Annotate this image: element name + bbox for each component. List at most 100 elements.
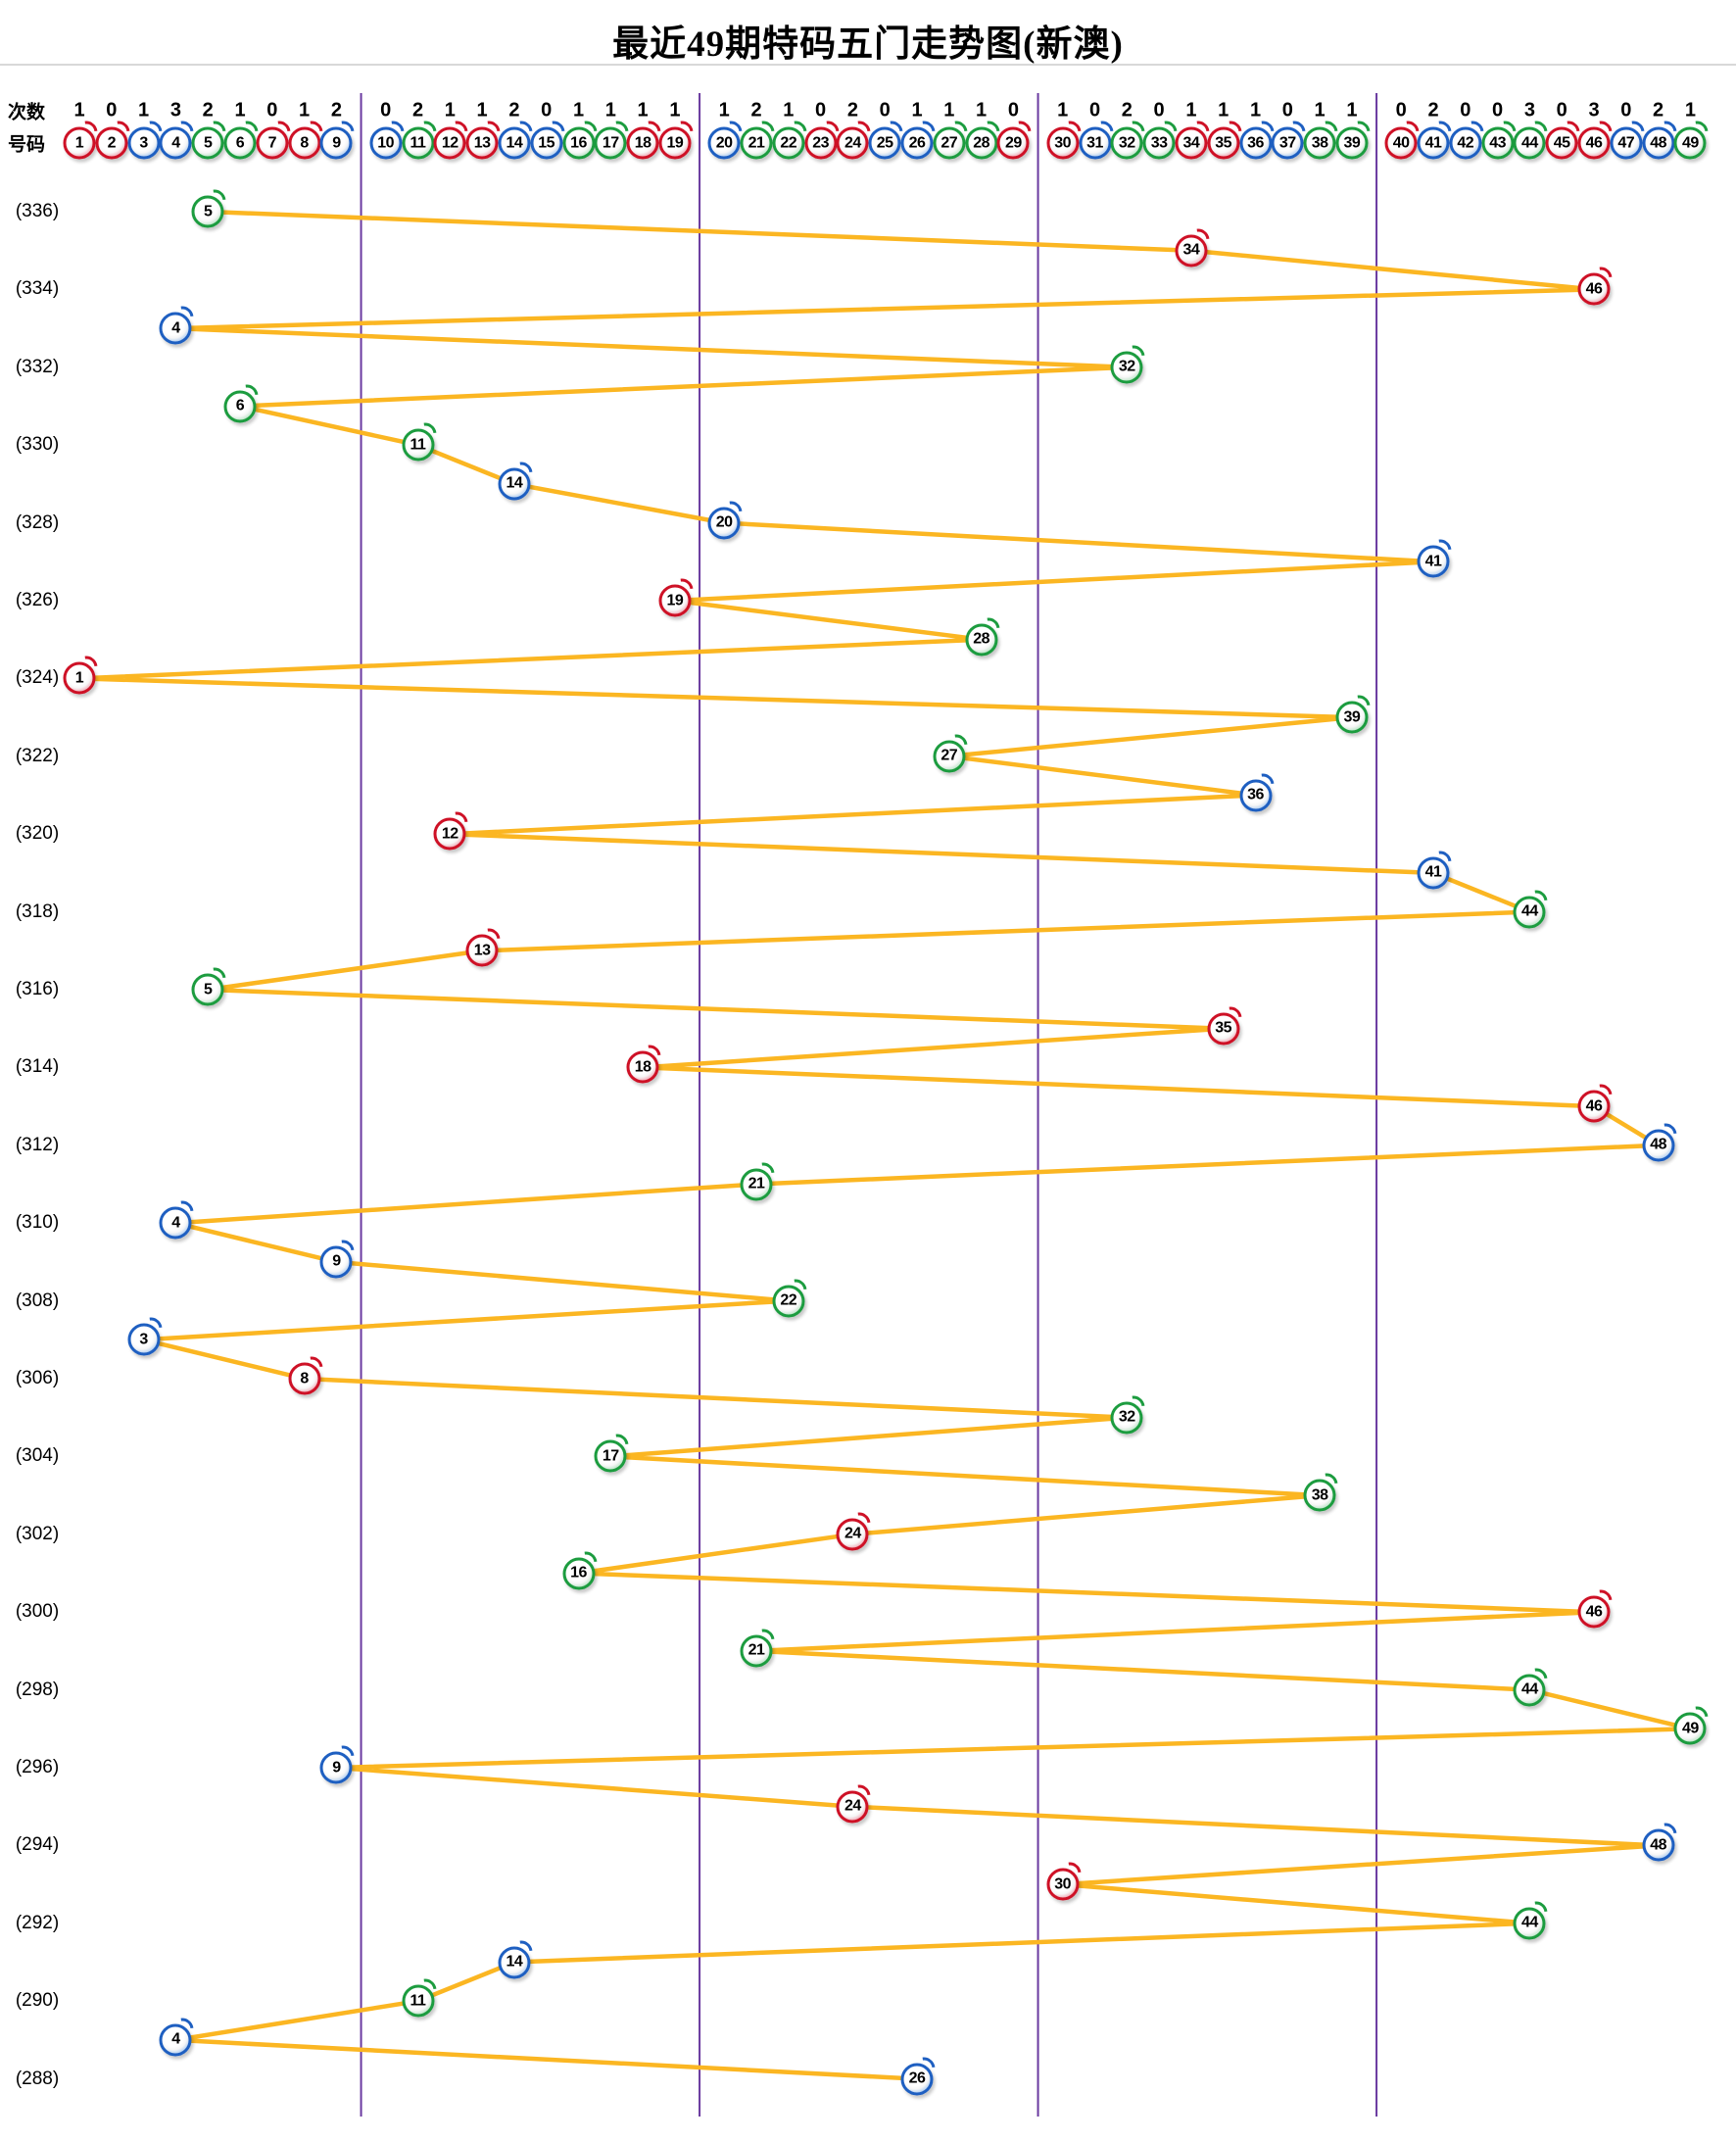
draw-ball: 27 <box>933 740 966 773</box>
count-ball-5: 2 <box>202 99 214 122</box>
period-label: (304) <box>15 1445 60 1467</box>
header-ball-5: 5 <box>191 126 224 160</box>
period-label: (326) <box>15 590 60 610</box>
header-ball-17: 17 <box>594 126 627 160</box>
draw-ball: 21 <box>740 1168 773 1200</box>
draw-ball: 4 <box>159 1206 192 1240</box>
count-ball-25: 0 <box>879 99 891 122</box>
count-ball-33: 0 <box>1153 99 1165 122</box>
draw-ball: 12 <box>433 817 466 851</box>
count-ball-45: 0 <box>1556 99 1567 122</box>
count-ball-8: 1 <box>299 99 311 122</box>
count-ball-14: 2 <box>508 99 520 122</box>
draw-ball: 6 <box>223 390 257 422</box>
draw-ball: 19 <box>658 584 692 617</box>
header-ball-7: 7 <box>256 126 289 160</box>
count-ball-13: 1 <box>476 99 488 122</box>
draw-ball: 34 <box>1175 234 1208 268</box>
period-label: (296) <box>15 1757 60 1777</box>
count-ball-27: 1 <box>943 99 955 122</box>
header-ball-44: 44 <box>1513 126 1546 160</box>
header-ball-15: 15 <box>530 126 563 160</box>
count-ball-12: 1 <box>444 99 456 122</box>
count-ball-11: 2 <box>411 99 424 122</box>
count-ball-28: 1 <box>976 99 988 122</box>
count-ball-22: 1 <box>783 99 795 122</box>
draw-ball: 5 <box>191 195 224 228</box>
header-ball-29: 29 <box>996 126 1030 160</box>
header-ball-24: 24 <box>836 126 869 160</box>
header-ball-20: 20 <box>707 126 741 160</box>
header-ball-36: 36 <box>1239 126 1272 160</box>
count-ball-34: 1 <box>1185 99 1197 122</box>
count-ball-23: 0 <box>815 99 827 122</box>
header-ball-21: 21 <box>740 126 773 160</box>
draw-ball: 24 <box>836 1790 869 1824</box>
period-label: (324) <box>15 667 60 689</box>
draw-ball: 14 <box>498 467 531 501</box>
draw-ball: 41 <box>1417 856 1450 890</box>
count-ball-18: 1 <box>637 99 649 122</box>
count-ball-17: 1 <box>604 99 616 122</box>
header-ball-13: 13 <box>465 126 499 160</box>
numbers-row-label: 号码 <box>8 134 46 156</box>
draw-ball: 39 <box>1335 701 1369 734</box>
count-ball-48: 2 <box>1653 99 1664 122</box>
header-ball-10: 10 <box>369 126 403 160</box>
period-label: (288) <box>15 2068 60 2089</box>
draw-ball: 30 <box>1046 1868 1080 1901</box>
header-ball-34: 34 <box>1175 126 1208 160</box>
header-ball-45: 45 <box>1545 126 1578 160</box>
count-ball-1: 1 <box>73 99 85 122</box>
draw-ball: 28 <box>965 623 998 657</box>
draw-ball: 16 <box>562 1557 595 1589</box>
count-ball-16: 1 <box>572 99 585 122</box>
draw-ball: 44 <box>1513 1907 1546 1940</box>
header-ball-32: 32 <box>1110 126 1143 160</box>
draw-ball: 41 <box>1417 545 1450 578</box>
draw-ball: 35 <box>1207 1012 1240 1046</box>
header-ball-26: 26 <box>900 126 934 160</box>
draw-ball: 36 <box>1239 779 1272 811</box>
header-ball-39: 39 <box>1335 126 1369 160</box>
header-ball-40: 40 <box>1384 126 1418 160</box>
period-label: (322) <box>15 745 60 766</box>
header-ball-37: 37 <box>1271 126 1304 160</box>
header-ball-38: 38 <box>1303 126 1336 160</box>
header-ball-2: 2 <box>95 126 128 160</box>
draw-ball: 11 <box>402 1984 434 2018</box>
period-label: (292) <box>15 1912 60 1933</box>
draw-ball: 1 <box>63 661 96 695</box>
header-ball-3: 3 <box>127 126 161 160</box>
draw-ball: 46 <box>1577 1595 1611 1629</box>
count-ball-4: 3 <box>169 99 181 122</box>
count-ball-46: 3 <box>1588 99 1600 122</box>
header-ball-49: 49 <box>1673 126 1707 160</box>
count-ball-49: 1 <box>1684 99 1696 122</box>
period-label: (308) <box>15 1290 60 1311</box>
draw-ball: 38 <box>1303 1479 1336 1512</box>
header-ball-33: 33 <box>1142 126 1176 160</box>
header-ball-19: 19 <box>658 126 692 160</box>
header-ball-42: 42 <box>1449 126 1482 160</box>
count-ball-26: 1 <box>911 99 923 122</box>
count-ball-39: 1 <box>1346 99 1358 122</box>
count-ball-31: 0 <box>1088 99 1101 122</box>
trend-line <box>78 209 1691 2081</box>
period-label: (318) <box>15 901 60 922</box>
draw-ball: 48 <box>1642 1129 1675 1162</box>
header-ball-31: 31 <box>1079 126 1111 160</box>
count-ball-19: 1 <box>669 99 681 122</box>
count-ball-24: 2 <box>846 99 858 122</box>
draw-ball: 44 <box>1513 1674 1546 1707</box>
draw-ball: 11 <box>402 428 434 462</box>
header-ball-25: 25 <box>868 126 901 160</box>
period-label: (312) <box>15 1134 60 1155</box>
header-ball-23: 23 <box>804 126 838 160</box>
period-label: (310) <box>15 1212 60 1234</box>
draw-ball: 44 <box>1513 896 1546 929</box>
count-ball-32: 2 <box>1121 99 1133 122</box>
draw-ball: 20 <box>707 507 741 540</box>
header-ball-41: 41 <box>1417 126 1450 160</box>
